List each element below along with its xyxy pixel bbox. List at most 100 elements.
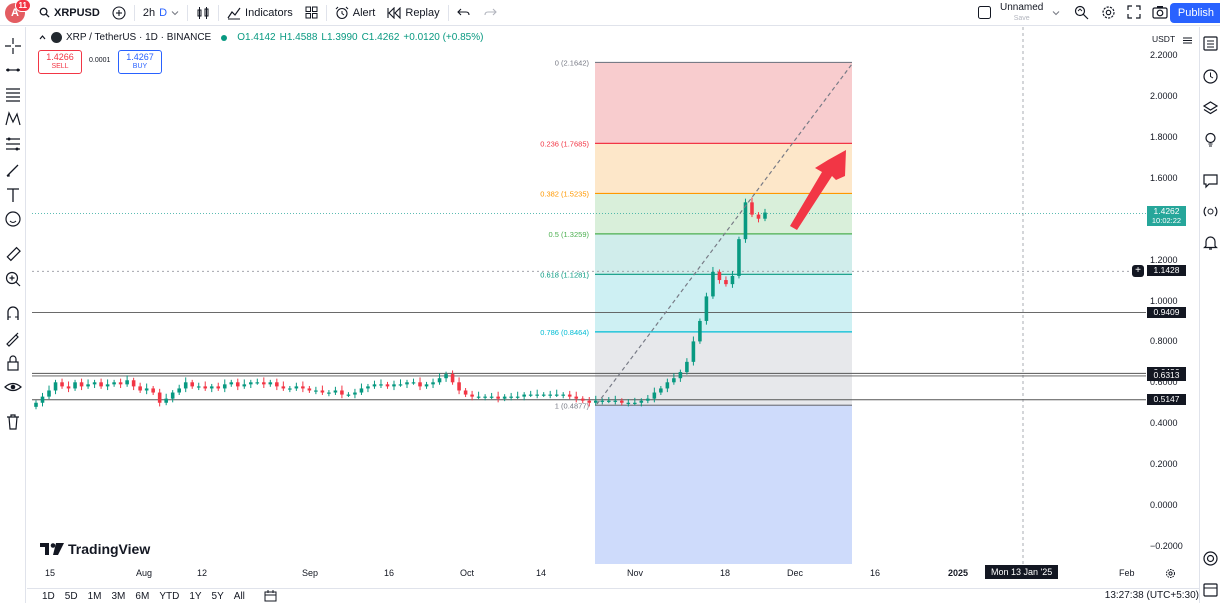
snapshot-button[interactable] xyxy=(1152,5,1168,22)
candle-body xyxy=(704,296,709,321)
ideas-icon[interactable] xyxy=(1202,131,1219,148)
layers-icon[interactable] xyxy=(1202,100,1219,117)
fib-level-label: 0.618 (1.1281) xyxy=(540,270,589,279)
candle-body xyxy=(424,384,429,387)
goto-date-icon[interactable] xyxy=(264,590,277,602)
separator xyxy=(218,4,220,21)
layout-name-button[interactable]: Unnamed Save xyxy=(1000,2,1043,24)
range-button-6m[interactable]: 6M xyxy=(135,590,150,602)
layout-menu-chevron[interactable] xyxy=(1052,8,1060,20)
redo-button[interactable] xyxy=(477,0,503,26)
top-toolbar: A 11 XRPUSD 2h D Indicators xyxy=(0,0,1220,26)
candle-body xyxy=(229,382,234,385)
crosshair-icon[interactable] xyxy=(4,37,22,55)
range-button-1d[interactable]: 1D xyxy=(42,590,55,602)
chevron-collapse-icon[interactable] xyxy=(38,33,47,42)
candle-body xyxy=(131,380,136,387)
chat-icon[interactable] xyxy=(1202,172,1219,189)
indicators-icon xyxy=(227,7,241,19)
settings-button[interactable] xyxy=(1101,5,1116,23)
price-tick-label: 0.2000 xyxy=(1150,459,1178,470)
emoji-icon[interactable] xyxy=(4,210,22,228)
replay-button[interactable]: Replay xyxy=(381,0,445,26)
brush-icon[interactable] xyxy=(4,161,22,179)
tradingview-watermark: TradingView xyxy=(40,541,150,557)
fullscreen-icon xyxy=(1127,5,1141,19)
layout-checkbox[interactable] xyxy=(978,6,991,22)
legend-high: H1.4588 xyxy=(279,32,318,43)
undo-button[interactable] xyxy=(451,0,477,26)
trend-line xyxy=(596,63,853,405)
lock-icon[interactable] xyxy=(4,354,22,372)
clock-icon[interactable] xyxy=(1202,68,1219,85)
watchlist-icon[interactable] xyxy=(1202,35,1219,52)
add-alert-plus-icon[interactable]: + xyxy=(1132,265,1144,278)
candle-body xyxy=(203,386,208,389)
utc-clock[interactable]: 13:27:38 (UTC+5:30) xyxy=(1104,590,1199,601)
bell-icon[interactable] xyxy=(1202,234,1219,251)
time-tick-label: 16 xyxy=(384,568,395,578)
stay-drawing-icon[interactable] xyxy=(4,329,22,347)
candle-body xyxy=(717,271,722,281)
hotlist-icon[interactable] xyxy=(1202,581,1219,598)
eye-icon[interactable] xyxy=(4,378,22,396)
chart-type-button[interactable] xyxy=(190,0,216,26)
quick-search-button[interactable] xyxy=(1074,5,1089,23)
range-button-5y[interactable]: 5Y xyxy=(211,590,224,602)
fib-level-label: 0.5 (1.3259) xyxy=(549,230,590,239)
trend-line-icon[interactable] xyxy=(4,61,22,79)
grid-icon xyxy=(305,6,318,19)
fullscreen-button[interactable] xyxy=(1127,5,1141,22)
range-button-all[interactable]: All xyxy=(233,590,245,602)
magnet-icon[interactable] xyxy=(4,304,22,322)
symbol-search-button[interactable]: XRPUSD xyxy=(33,0,106,26)
fib-lines-icon[interactable] xyxy=(4,85,22,103)
candle-body xyxy=(450,374,455,383)
crosshair-time-label: Mon 13 Jan '25 xyxy=(985,565,1059,579)
trash-icon[interactable] xyxy=(4,413,22,431)
help-icon[interactable] xyxy=(1202,550,1219,567)
time-tick-label: 14 xyxy=(536,568,547,578)
candle-body xyxy=(340,390,344,395)
candle-body xyxy=(301,386,305,389)
candle-body xyxy=(587,400,592,403)
range-button-3m[interactable]: 3M xyxy=(111,590,126,602)
candle-body xyxy=(249,382,253,385)
user-avatar[interactable]: A 11 xyxy=(5,0,31,23)
candle-body xyxy=(737,239,741,276)
crosshair-price-tag: 1.1428 xyxy=(1147,265,1186,277)
scale-settings-icon[interactable] xyxy=(1165,568,1176,579)
ruler-icon[interactable] xyxy=(4,245,22,263)
gear-icon xyxy=(1102,6,1115,19)
menu-icon[interactable] xyxy=(1183,37,1192,44)
price-chart[interactable]: 0 (2.1642) 0.236 (1.7685) 0.382 (1.5235) 0.… xyxy=(27,27,1197,590)
time-tick-label: Feb xyxy=(1119,568,1135,578)
candle-body xyxy=(105,384,110,387)
range-button-5d[interactable]: 5D xyxy=(64,590,78,602)
price-scale-currency[interactable]: USDT xyxy=(1152,34,1176,44)
search-icon xyxy=(39,7,50,18)
indicators-button[interactable]: Indicators xyxy=(221,0,299,26)
time-tick-label: 16 xyxy=(870,568,881,578)
candle-body xyxy=(327,392,331,394)
buy-button[interactable]: 1.4267 BUY xyxy=(118,50,162,74)
range-button-ytd[interactable]: YTD xyxy=(159,590,180,602)
candle-body xyxy=(307,388,312,391)
range-button-1m[interactable]: 1M xyxy=(87,590,102,602)
range-button-1y[interactable]: 1Y xyxy=(189,590,202,602)
price-tick-label: 2.2000 xyxy=(1150,50,1178,61)
candle-body xyxy=(691,341,696,362)
compare-button[interactable] xyxy=(106,0,132,26)
forecast-icon[interactable] xyxy=(4,135,22,153)
alert-button[interactable]: Alert xyxy=(329,0,382,26)
interval-button[interactable]: 2h D xyxy=(137,0,185,26)
publish-button[interactable]: Publish xyxy=(1169,3,1220,23)
candle-body xyxy=(138,386,142,391)
zoom-in-icon[interactable] xyxy=(4,270,22,288)
templates-button[interactable] xyxy=(299,0,324,26)
broadcast-icon[interactable] xyxy=(1202,203,1219,220)
text-icon[interactable] xyxy=(4,186,22,204)
sell-button[interactable]: 1.4266 SELL xyxy=(38,50,82,74)
pattern-icon[interactable] xyxy=(4,110,22,128)
fib-zone xyxy=(595,233,852,275)
